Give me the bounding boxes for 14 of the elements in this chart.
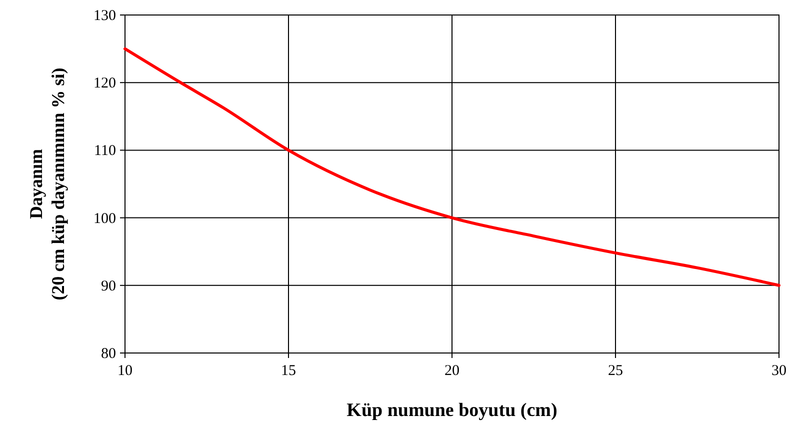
x-tick-label: 20 bbox=[444, 363, 460, 379]
x-tick-label: 30 bbox=[772, 363, 786, 379]
x-tick-label: 25 bbox=[608, 363, 623, 379]
line-series bbox=[124, 47, 780, 287]
y-tick-label: 110 bbox=[94, 143, 116, 160]
x-tick-label: 15 bbox=[281, 363, 296, 379]
y-tick-label: 100 bbox=[94, 210, 116, 227]
x-axis-title: Küp numune boyutu (cm) bbox=[346, 400, 558, 421]
y-tick-label: 120 bbox=[94, 76, 116, 92]
y-tick-label: 80 bbox=[101, 346, 116, 362]
y-axis-title: Dayanım (20 cm küp dayanımının % si) bbox=[26, 68, 68, 300]
y-tick-label: 90 bbox=[101, 278, 116, 294]
y-tick-label: 130 bbox=[94, 8, 116, 24]
x-tick-label: 10 bbox=[118, 363, 132, 379]
